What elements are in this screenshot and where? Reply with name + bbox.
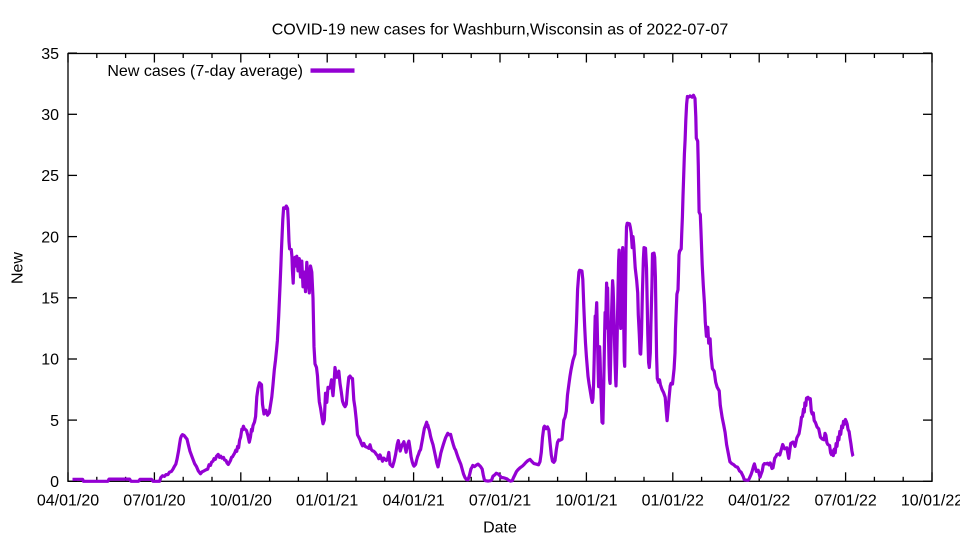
svg-text:10/01/22: 10/01/22: [901, 493, 960, 510]
svg-text:15: 15: [41, 291, 59, 308]
svg-text:5: 5: [50, 413, 59, 430]
svg-text:07/01/20: 07/01/20: [123, 493, 185, 510]
svg-text:20: 20: [41, 229, 59, 246]
svg-text:04/01/20: 04/01/20: [37, 493, 99, 510]
svg-text:30: 30: [41, 107, 59, 124]
svg-text:01/01/22: 01/01/22: [642, 493, 704, 510]
svg-text:07/01/22: 07/01/22: [814, 493, 876, 510]
svg-text:25: 25: [41, 168, 59, 185]
svg-text:01/01/21: 01/01/21: [296, 493, 358, 510]
svg-text:New: New: [9, 252, 26, 284]
svg-text:10: 10: [41, 352, 59, 369]
svg-text:10/01/20: 10/01/20: [210, 493, 272, 510]
svg-text:New cases (7-day average): New cases (7-day average): [107, 63, 303, 80]
svg-text:COVID-19 new cases for Washbur: COVID-19 new cases for Washburn,Wisconsi…: [272, 21, 729, 38]
svg-text:0: 0: [50, 474, 59, 491]
svg-text:35: 35: [41, 46, 59, 63]
svg-text:07/01/21: 07/01/21: [469, 493, 531, 510]
svg-text:04/01/21: 04/01/21: [382, 493, 444, 510]
svg-text:10/01/21: 10/01/21: [555, 493, 617, 510]
svg-text:04/01/22: 04/01/22: [728, 493, 790, 510]
svg-text:Date: Date: [483, 520, 517, 537]
